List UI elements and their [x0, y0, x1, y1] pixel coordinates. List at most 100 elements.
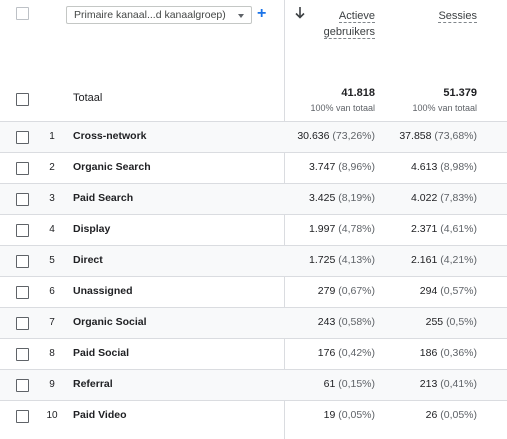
sessions-pct: (4,21%)	[440, 254, 477, 266]
table-row[interactable]: 2 Organic Search 3.747 (8,96%) 4.613 (8,…	[0, 152, 507, 183]
sessions-cell: 213 (0,41%)	[377, 378, 477, 390]
sessions-pct: (7,83%)	[440, 192, 477, 204]
active-users-value: 3.425	[309, 192, 336, 204]
row-number: 6	[49, 286, 55, 297]
row-checkbox[interactable]	[16, 162, 29, 175]
total-checkbox[interactable]	[16, 93, 29, 106]
channel-name: Unassigned	[73, 285, 133, 297]
active-users-cell: 1.997 (4,78%)	[275, 223, 375, 235]
row-checkbox[interactable]	[16, 348, 29, 361]
row-number: 8	[49, 348, 55, 359]
sessions-value: 2.161	[411, 254, 438, 266]
table-row[interactable]: 10 Paid Video 19 (0,05%) 26 (0,05%)	[0, 400, 507, 431]
active-users-value: 1.997	[309, 223, 336, 235]
channel-name: Organic Social	[73, 316, 147, 328]
total-sessions-sub: 100% van totaal	[412, 103, 477, 113]
sessions-pct: (8,98%)	[440, 161, 477, 173]
sessions-value: 4.613	[411, 161, 438, 173]
sessions-cell: 2.161 (4,21%)	[377, 254, 477, 266]
row-checkbox[interactable]	[16, 224, 29, 237]
active-users-cell: 19 (0,05%)	[275, 409, 375, 421]
row-checkbox[interactable]	[16, 131, 29, 144]
sessions-cell: 294 (0,57%)	[377, 285, 477, 297]
channel-name: Referral	[73, 378, 113, 390]
table-row[interactable]: 6 Unassigned 279 (0,67%) 294 (0,57%)	[0, 276, 507, 307]
sessions-value: 4.022	[411, 192, 438, 204]
chevron-down-icon	[238, 14, 244, 18]
row-checkbox[interactable]	[16, 193, 29, 206]
table-row[interactable]: 4 Display 1.997 (4,78%) 2.371 (4,61%)	[0, 214, 507, 245]
dimension-select-label: Primaire kanaal...d kanaalgroep)	[74, 9, 226, 21]
active-users-value: 243	[317, 316, 336, 328]
row-checkbox[interactable]	[16, 286, 29, 299]
active-users-pct: (0,42%)	[338, 347, 375, 359]
active-users-pct: (4,13%)	[338, 254, 375, 266]
sessions-pct: (0,5%)	[446, 316, 477, 328]
active-users-cell: 279 (0,67%)	[275, 285, 375, 297]
row-checkbox[interactable]	[16, 317, 29, 330]
sessions-cell: 26 (0,05%)	[377, 409, 477, 421]
active-users-value: 3.747	[309, 161, 336, 173]
sessions-pct: (0,05%)	[440, 409, 477, 421]
total-sessions: 51.379	[443, 87, 477, 99]
row-number: 4	[49, 224, 55, 235]
table-row[interactable]: 8 Paid Social 176 (0,42%) 186 (0,36%)	[0, 338, 507, 369]
row-checkbox[interactable]	[16, 410, 29, 423]
header-checkbox[interactable]	[16, 7, 29, 20]
row-number: 2	[49, 162, 55, 173]
table-row[interactable]: 7 Organic Social 243 (0,58%) 255 (0,5%)	[0, 307, 507, 338]
channel-name: Organic Search	[73, 161, 151, 173]
sessions-value: 37.858	[399, 130, 432, 142]
active-users-pct: (73,26%)	[332, 130, 375, 142]
active-users-pct: (0,58%)	[338, 316, 375, 328]
row-checkbox[interactable]	[16, 379, 29, 392]
channel-name: Display	[73, 223, 111, 235]
column-header-sessions[interactable]: Sessies	[380, 8, 477, 24]
active-users-cell: 1.725 (4,13%)	[275, 254, 375, 266]
add-dimension-button[interactable]: +	[257, 5, 267, 22]
channel-name: Direct	[73, 254, 103, 266]
active-users-value: 30.636	[297, 130, 330, 142]
sessions-cell: 37.858 (73,68%)	[377, 130, 477, 142]
arrow-down-icon[interactable]	[293, 5, 307, 21]
active-users-value: 176	[317, 347, 336, 359]
dimension-select[interactable]: Primaire kanaal...d kanaalgroep)	[66, 6, 252, 24]
active-users-cell: 30.636 (73,26%)	[275, 130, 375, 142]
row-number: 5	[49, 255, 55, 266]
row-number: 7	[49, 317, 55, 328]
table-body: 1 Cross-network 30.636 (73,26%) 37.858 (…	[0, 121, 507, 431]
column-header-active-users[interactable]: Actieve gebruikers	[300, 8, 375, 40]
active-users-cell: 3.425 (8,19%)	[275, 192, 375, 204]
active-users-value: 1.725	[309, 254, 336, 266]
active-users-cell: 176 (0,42%)	[275, 347, 375, 359]
sessions-value: 186	[419, 347, 438, 359]
table-row[interactable]: 5 Direct 1.725 (4,13%) 2.161 (4,21%)	[0, 245, 507, 276]
sessions-value: 294	[419, 285, 438, 297]
row-number: 1	[49, 131, 55, 142]
table-row[interactable]: 1 Cross-network 30.636 (73,26%) 37.858 (…	[0, 121, 507, 152]
channel-name: Paid Video	[73, 409, 127, 421]
row-number: 9	[49, 379, 55, 390]
active-users-pct: (0,67%)	[338, 285, 375, 297]
sessions-cell: 4.022 (7,83%)	[377, 192, 477, 204]
channel-name: Paid Social	[73, 347, 130, 359]
sessions-cell: 4.613 (8,98%)	[377, 161, 477, 173]
active-users-pct: (0,15%)	[338, 378, 375, 390]
active-users-pct: (4,78%)	[338, 223, 375, 235]
column-divider	[284, 0, 285, 439]
row-number: 10	[46, 410, 58, 421]
sessions-pct: (73,68%)	[434, 130, 477, 142]
channel-name: Cross-network	[73, 130, 147, 142]
active-users-value: 61	[323, 378, 336, 390]
row-checkbox[interactable]	[16, 255, 29, 268]
column-header-line: Actieve	[338, 10, 375, 23]
active-users-value: 19	[323, 409, 336, 421]
active-users-value: 279	[317, 285, 336, 297]
table-row[interactable]: 3 Paid Search 3.425 (8,19%) 4.022 (7,83%…	[0, 183, 507, 214]
active-users-pct: (0,05%)	[338, 409, 375, 421]
sessions-pct: (0,41%)	[440, 378, 477, 390]
sessions-value: 213	[419, 378, 438, 390]
table-row[interactable]: 9 Referral 61 (0,15%) 213 (0,41%)	[0, 369, 507, 400]
sessions-value: 2.371	[411, 223, 438, 235]
active-users-cell: 243 (0,58%)	[275, 316, 375, 328]
